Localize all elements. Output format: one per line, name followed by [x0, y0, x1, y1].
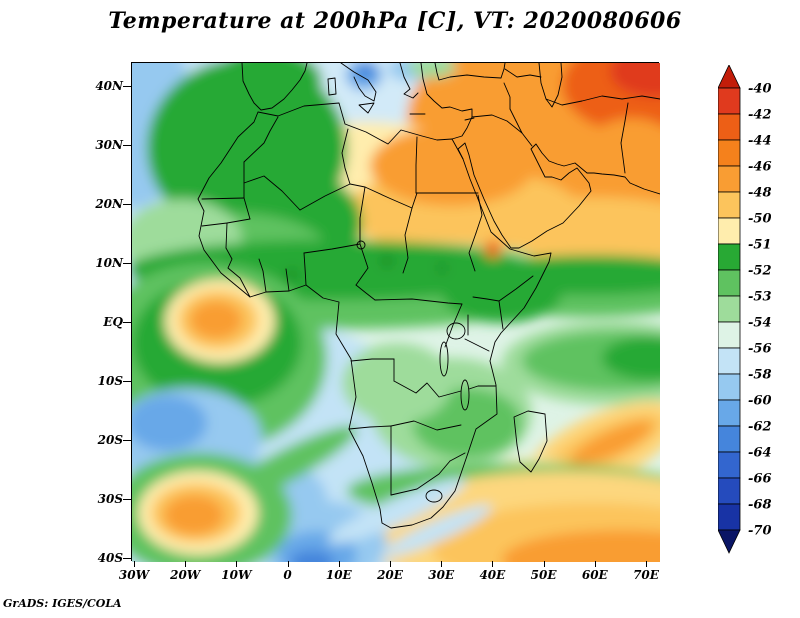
colorbar-label: -66: [748, 472, 772, 487]
y-axis-label: 30S: [97, 492, 123, 506]
x-axis-label: 30W: [118, 568, 150, 582]
x-axis-label: 70E: [633, 568, 659, 582]
y-axis: 40N 30N 20N 10N EQ 10S 20S 30S 40S: [0, 62, 131, 565]
colorbar-segment: [717, 113, 741, 141]
x-axis-tick: [338, 561, 340, 567]
colorbar-label: -53: [748, 290, 772, 305]
colorbar-label: -46: [748, 160, 772, 175]
colorbar-segment: [717, 399, 741, 427]
x-axis-label: 0: [283, 568, 292, 582]
map-plot-area: [131, 62, 660, 562]
colorbar-segment: [717, 191, 741, 219]
temperature-contour-map: [132, 63, 660, 562]
colorbar-segment: [717, 165, 741, 193]
colorbar-segment: [717, 321, 741, 349]
x-axis-label: 50E: [530, 568, 557, 582]
colorbar-segment: [717, 425, 741, 453]
colorbar-label: -40: [748, 82, 772, 97]
colorbar-label: -58: [748, 368, 772, 383]
colorbar-label: -50: [748, 212, 772, 227]
y-axis-label: 10N: [95, 256, 123, 270]
colorbar-label: -56: [748, 342, 772, 357]
coastlines-and-borders: [197, 63, 660, 529]
x-axis-tick: [390, 561, 391, 567]
y-axis-tick: [123, 204, 131, 205]
x-axis-tick: [646, 561, 647, 567]
y-axis-tick: [123, 381, 131, 382]
x-axis: 30W 20W 10W 0 10E 20E 30E 40E 50E 60E 70E: [119, 561, 659, 583]
x-axis-label: 20E: [377, 568, 403, 582]
colorbar-label: -52: [748, 264, 772, 279]
x-axis-label: 10E: [325, 568, 352, 582]
x-axis-label: 30E: [428, 568, 455, 582]
colorbar-segment: [717, 477, 741, 505]
x-axis-label: 20W: [170, 568, 201, 582]
x-axis-tick: [236, 561, 238, 567]
colorbar-segment: [717, 503, 741, 531]
x-axis-tick: [287, 561, 289, 567]
colorbar-segment: [717, 269, 741, 297]
colorbar-label: -60: [748, 394, 772, 409]
y-axis-tick: [123, 322, 131, 323]
colorbar-segment: [717, 295, 741, 323]
x-axis-tick: [441, 561, 443, 567]
x-axis-tick: [594, 561, 596, 567]
colorbar-segment: [717, 139, 741, 167]
y-axis-tick: [123, 558, 131, 559]
x-axis-label: 10W: [221, 568, 252, 582]
colorbar-label: -70: [748, 524, 772, 539]
y-axis-label: 30N: [95, 138, 123, 152]
x-axis-tick: [134, 561, 135, 567]
y-axis-label: 20S: [97, 433, 123, 447]
x-axis-tick: [492, 561, 494, 567]
y-axis-tick: [123, 263, 131, 264]
colorbar-label: -44: [748, 134, 772, 149]
colorbar-label: -64: [748, 446, 772, 461]
x-axis-label: 60E: [581, 568, 608, 582]
colorbar-label: -42: [748, 108, 772, 123]
x-axis-label: 40E: [479, 568, 506, 582]
colorbar-svg: -40 -42 -44 -46 -48 -50 -51 -52 -53 -54 -56 -58 -60 -…: [717, 64, 772, 554]
colorbar-label: -62: [748, 420, 772, 435]
grads-attribution: GrADS: IGES/COLA: [3, 597, 122, 610]
colorbar-segment: [717, 87, 741, 115]
y-axis-tick: [123, 86, 131, 87]
colorbar-segment: [717, 451, 741, 479]
x-axis-tick: [185, 561, 187, 567]
y-axis-label: 40N: [95, 79, 123, 93]
colorbar-arrow-top-icon: [717, 64, 741, 89]
y-axis-label: 10S: [97, 374, 123, 388]
y-axis-label: 40S: [97, 551, 123, 565]
y-axis-tick: [123, 145, 131, 146]
colorbar-label: -48: [748, 186, 772, 201]
colorbar-segment: [717, 217, 741, 245]
x-axis-tick: [543, 561, 545, 567]
y-axis-label: EQ: [103, 315, 123, 329]
plot-title: Temperature at 200hPa [C], VT: 202008060…: [108, 8, 682, 34]
y-axis-tick: [123, 499, 131, 500]
colorbar-segment: [717, 347, 741, 375]
y-axis-label: 20N: [95, 197, 123, 211]
colorbar-arrow-bottom-icon: [717, 529, 741, 554]
temperature-field-blobs: [132, 63, 660, 562]
colorbar-label: -51: [748, 238, 772, 253]
colorbar-segment: [717, 243, 741, 271]
colorbar-label: -68: [748, 498, 772, 513]
y-axis-tick: [123, 440, 131, 441]
colorbar-label: -54: [748, 316, 772, 331]
colorbar-segment: [717, 373, 741, 401]
colorbar-legend: -40 -42 -44 -46 -48 -50 -51 -52 -53 -54 -56 -58 -60 -…: [717, 64, 800, 565]
